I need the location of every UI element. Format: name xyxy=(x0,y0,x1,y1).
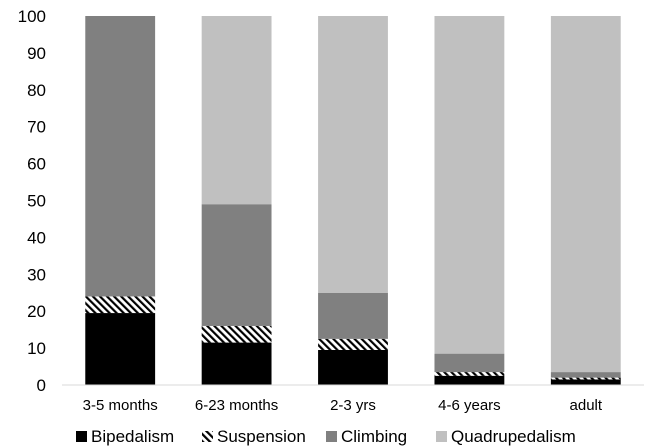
bar-segment-bipedalism xyxy=(318,349,388,385)
y-tick-label: 50 xyxy=(27,192,46,211)
bar-segment-quadrupedalism xyxy=(318,16,388,293)
bar-segment-suspension xyxy=(318,338,388,350)
bar-segment-bipedalism xyxy=(434,375,505,385)
bar-segment-quadrupedalism xyxy=(201,16,272,205)
y-tick-label: 10 xyxy=(27,339,46,358)
bar-segment-quadrupedalism xyxy=(434,16,505,354)
category-label: 3-5 months xyxy=(83,397,158,414)
bar-segment-quadrupedalism xyxy=(550,16,621,373)
category-label: adult xyxy=(570,397,603,414)
y-tick-label: 20 xyxy=(27,302,46,321)
legend-label-climbing: Climbing xyxy=(341,427,407,446)
legend-label-bipedalism: Bipedalism xyxy=(91,427,174,446)
legend: Bipedalism Suspension Climbing Quadrupedali… xyxy=(76,427,576,446)
legend-swatch-climbing xyxy=(326,431,337,442)
y-tick-label: 30 xyxy=(27,265,46,284)
bar-segment-climbing xyxy=(85,16,156,297)
y-tick-label: 0 xyxy=(37,376,46,395)
y-tick-label: 90 xyxy=(27,44,46,63)
bar-segment-climbing xyxy=(434,353,505,373)
bar-segment-climbing xyxy=(201,204,272,326)
y-tick-label: 70 xyxy=(27,118,46,137)
y-tick-label: 40 xyxy=(27,228,46,247)
legend-swatch-suspension xyxy=(202,431,213,442)
x-axis: 3-5 months 6-23 months 2-3 yrs 4-6 years adu… xyxy=(62,384,644,414)
y-tick-label: 60 xyxy=(27,155,46,174)
legend-label-quadrupedalism: Quadrupedalism xyxy=(451,427,576,446)
bar-segment-bipedalism xyxy=(550,379,621,385)
category-label: 6-23 months xyxy=(195,397,278,414)
y-axis: 0 10 20 30 40 50 60 70 80 90 100 xyxy=(18,7,46,395)
bar-segment-suspension xyxy=(550,377,621,380)
bar-segment-climbing xyxy=(318,292,388,339)
bar-segment-suspension xyxy=(434,372,505,376)
bar-segment-bipedalism xyxy=(201,342,272,385)
category-label: 4-6 years xyxy=(438,397,501,414)
bar-segment-bipedalism xyxy=(85,313,156,385)
legend-label-suspension: Suspension xyxy=(217,427,306,446)
bar-segment-climbing xyxy=(550,372,621,378)
legend-swatch-quadrupedalism xyxy=(436,431,447,442)
legend-swatch-bipedalism xyxy=(76,431,87,442)
bar-segment-suspension xyxy=(201,325,272,343)
y-tick-label: 100 xyxy=(18,7,46,26)
category-label: 2-3 yrs xyxy=(330,397,376,414)
y-tick-label: 80 xyxy=(27,81,46,100)
bar-segment-suspension xyxy=(85,296,156,314)
bars xyxy=(85,16,621,385)
